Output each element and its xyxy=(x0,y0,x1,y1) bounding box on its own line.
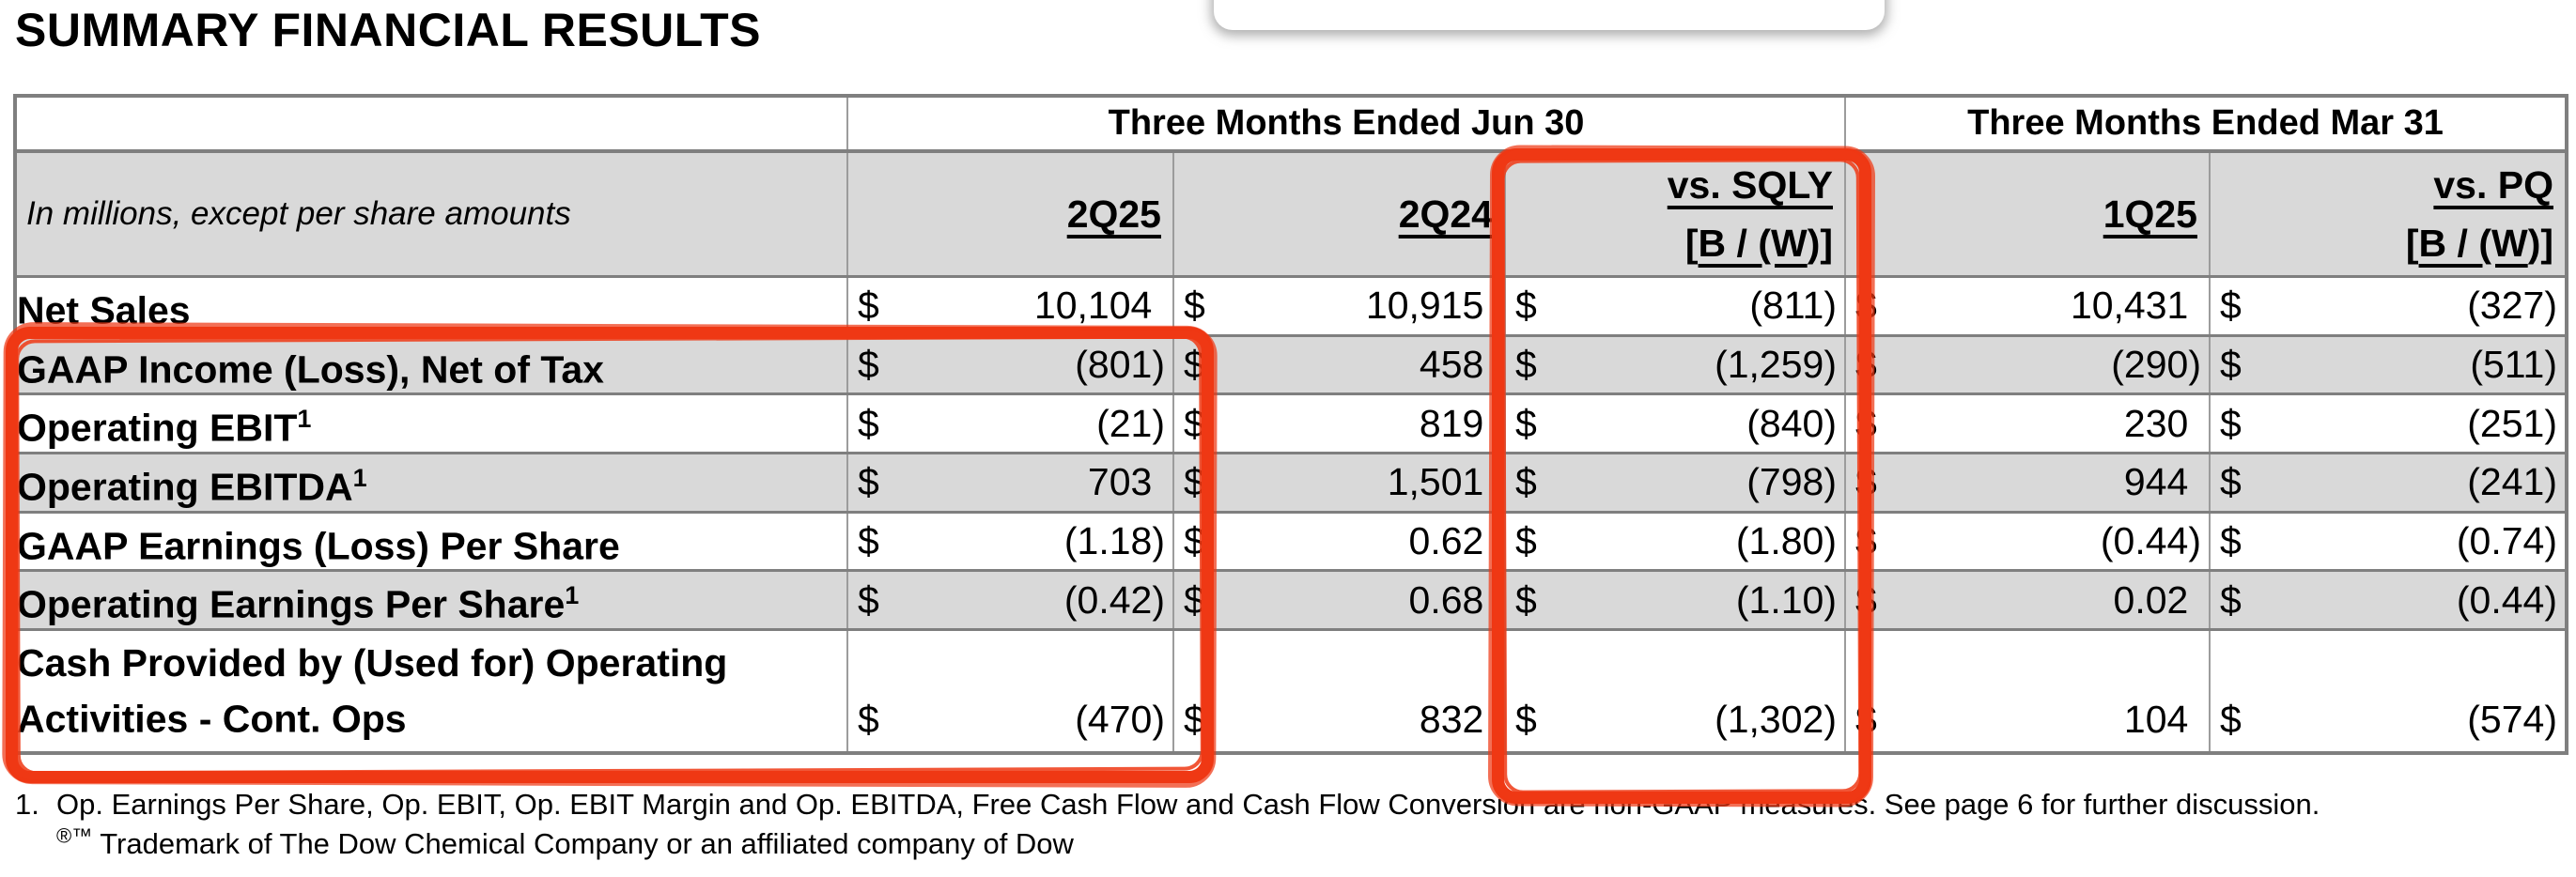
value-cell: $ (811) xyxy=(1504,275,1846,337)
value-cell: $ (574) xyxy=(2209,627,2568,755)
period-group-jun30: Three Months Ended Jun 30 xyxy=(846,94,1846,153)
table-row-operating-ebitda: Operating EBITDA1 $703) $1,501) $(798) $… xyxy=(14,451,2568,514)
value-cell: $ (470) xyxy=(846,627,1174,755)
column-header-vs-pq: vs. PQ [B / (W)] xyxy=(2209,149,2568,278)
value-cell: $819) xyxy=(1172,392,1506,454)
value-cell: $ (21) xyxy=(846,392,1174,454)
row-label: Operating Earnings Per Share1 xyxy=(14,569,848,631)
units-note-cell: In millions, except per share amounts xyxy=(14,149,848,278)
column-header-2q25: 2Q25 xyxy=(846,149,1174,278)
table-row-net-sales: Net Sales $10,104) $10,915) $(811) $10,4… xyxy=(14,275,2568,337)
value-cell: $ (801) xyxy=(846,333,1174,396)
column-header-2q24: 2Q24 xyxy=(1172,149,1506,278)
value-cell: $ (1,259) xyxy=(1504,333,1846,396)
value-cell: $ (0.42) xyxy=(846,569,1174,631)
value-cell: $ (1.80) xyxy=(1504,510,1846,573)
value-cell: $0.68) xyxy=(1172,569,1506,631)
column-header-1q25: 1Q25 xyxy=(1844,149,2211,278)
value-cell: $458) xyxy=(1172,333,1506,396)
value-cell: $ (0.44) xyxy=(1844,510,2211,573)
value-cell: $10,431) xyxy=(1844,275,2211,337)
value-cell: $ (0.74) xyxy=(2209,510,2568,573)
value-cell: $ (0.44) xyxy=(2209,569,2568,631)
value-cell: $ (241) xyxy=(2209,451,2568,514)
table-row-operating-ebit: Operating EBIT1 $(21) $819) $(840) $230)… xyxy=(14,392,2568,454)
row-label: GAAP Earnings (Loss) Per Share xyxy=(14,510,848,573)
value-cell: $ (1.18) xyxy=(846,510,1174,573)
period-group-mar31: Three Months Ended Mar 31 xyxy=(1844,94,2568,153)
value-cell: $ (1,302) xyxy=(1504,627,1846,755)
value-cell: $ (327) xyxy=(2209,275,2568,337)
table-row-operating-eps: Operating Earnings Per Share1 $ (0.42) $0… xyxy=(14,569,2568,631)
row-label: Net Sales xyxy=(14,275,848,337)
column-header-row: In millions, except per share amounts 2Q… xyxy=(14,149,2568,278)
footnote-1-text: Op. Earnings Per Share, Op. EBIT, Op. EB… xyxy=(56,788,2320,821)
value-cell: $ (251) xyxy=(2209,392,2568,454)
table-row-gaap-income: GAAP Income (Loss), Net of Tax $ (801) $4… xyxy=(14,333,2568,396)
period-group-header-row: Three Months Ended Jun 30 Three Months E… xyxy=(14,94,2568,153)
value-cell: $703) xyxy=(846,451,1174,514)
value-cell: $ (840) xyxy=(1504,392,1846,454)
value-cell: $ (511) xyxy=(2209,333,2568,396)
value-cell: $10,915) xyxy=(1172,275,1506,337)
footnote-trademark-text: Trademark of The Dow Chemical Company or… xyxy=(92,827,1074,860)
value-cell: $832) xyxy=(1172,627,1506,755)
corner-empty-cell xyxy=(14,94,848,153)
units-note: In millions, except per share amounts xyxy=(26,195,571,232)
footnote-1: 1. Op. Earnings Per Share, Op. EBIT, Op.… xyxy=(15,785,2320,824)
table-row-cash-operating-activities: Cash Provided by (Used for) Operating Ac… xyxy=(14,627,2568,755)
row-label: GAAP Income (Loss), Net of Tax xyxy=(14,333,848,396)
cutoff-floating-card-shadow xyxy=(1214,0,1885,30)
table-row-gaap-eps: GAAP Earnings (Loss) Per Share $ (1.18) $… xyxy=(14,510,2568,573)
row-label: Operating EBIT1 xyxy=(14,392,848,454)
value-cell: $104) xyxy=(1844,627,2211,755)
value-cell: $ (290) xyxy=(1844,333,2211,396)
trademark-symbols: ®™ xyxy=(56,823,93,848)
value-cell: $0.02) xyxy=(1844,569,2211,631)
footnote-trademark: ®™ Trademark of The Dow Chemical Company… xyxy=(56,824,2320,864)
value-cell: $1,501) xyxy=(1172,451,1506,514)
footnote-1-marker: 1. xyxy=(15,788,39,821)
page-title: SUMMARY FINANCIAL RESULTS xyxy=(15,4,761,56)
financial-results-table: Three Months Ended Jun 30 Three Months E… xyxy=(13,94,2568,755)
footnotes: 1. Op. Earnings Per Share, Op. EBIT, Op.… xyxy=(15,785,2320,864)
value-cell: $ (798) xyxy=(1504,451,1846,514)
value-cell: $230) xyxy=(1844,392,2211,454)
value-cell: $944) xyxy=(1844,451,2211,514)
value-cell: $ (1.10) xyxy=(1504,569,1846,631)
value-cell: $0.62) xyxy=(1172,510,1506,573)
value-cell: $10,104) xyxy=(846,275,1174,337)
row-label: Operating EBITDA1 xyxy=(14,451,848,514)
row-label: Cash Provided by (Used for) Operating Ac… xyxy=(14,627,848,755)
column-header-vs-sqly: vs. SQLY [B / (W)] xyxy=(1504,149,1846,278)
